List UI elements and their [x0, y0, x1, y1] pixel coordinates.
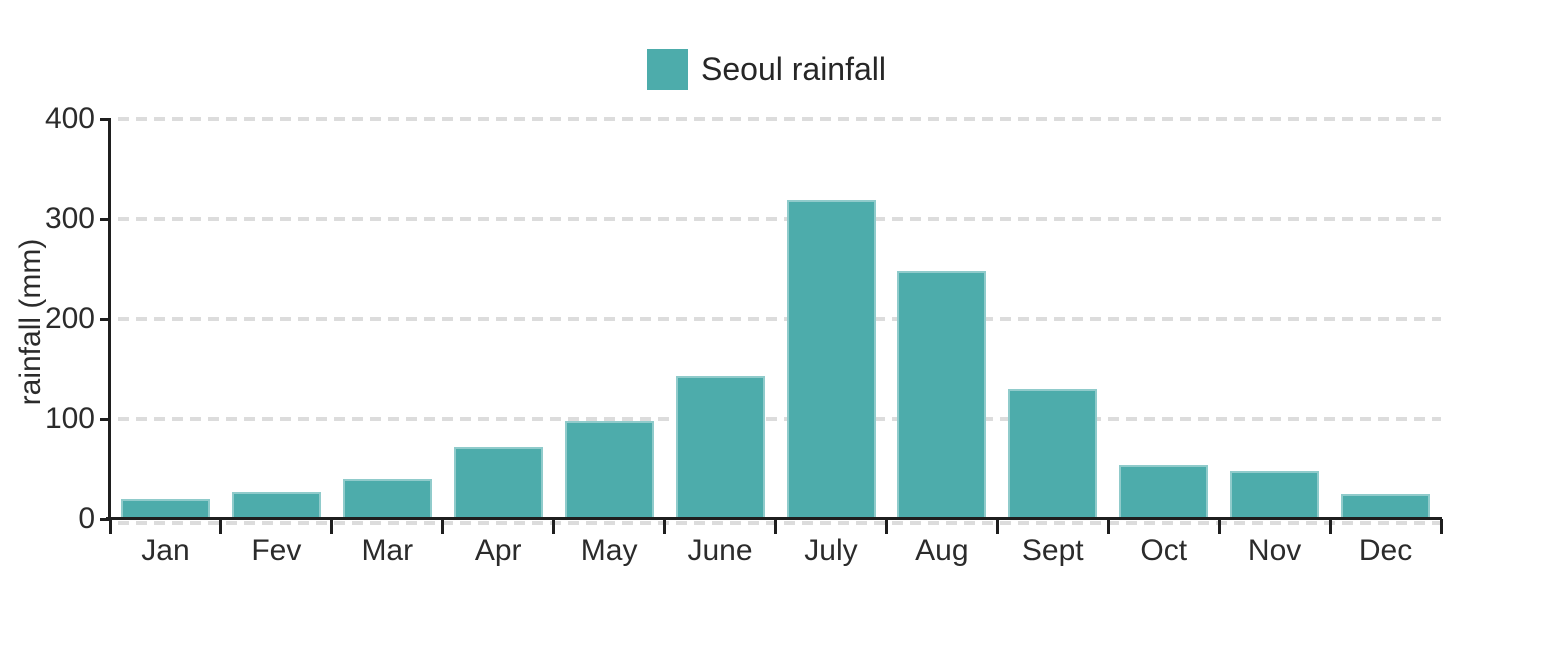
legend[interactable]: Seoul rainfall [647, 49, 886, 90]
y-tick-label-100: 100 [44, 402, 95, 435]
gridline-100 [118, 417, 1441, 421]
x-label-jan: Jan [141, 534, 190, 567]
bar-mar[interactable] [342, 479, 432, 519]
x-label-july: July [804, 534, 858, 567]
x-tick [774, 519, 777, 534]
x-tick [1439, 519, 1443, 534]
bar-jan[interactable] [121, 499, 210, 519]
gridline-400 [118, 117, 1441, 121]
x-label-fev: Fev [251, 534, 302, 567]
x-tick [441, 519, 445, 534]
bar-oct[interactable] [1119, 465, 1209, 519]
x-tick [995, 519, 999, 534]
y-tick-label-0: 0 [78, 502, 95, 535]
x-tick [108, 519, 112, 534]
x-label-apr: Apr [474, 534, 522, 567]
y-tick-200 [100, 317, 111, 321]
bar-apr[interactable] [453, 447, 543, 519]
y-tick-400 [100, 117, 111, 121]
bar-aug[interactable] [897, 271, 987, 519]
legend-swatch-icon [647, 49, 688, 90]
plot-area [108, 117, 1443, 534]
y-tick-300 [100, 217, 111, 221]
bar-june[interactable] [675, 376, 765, 519]
y-tick-0 [100, 517, 111, 521]
gridline-300 [118, 217, 1441, 221]
y-tick-label-200: 200 [44, 302, 95, 335]
gridline-0 [118, 521, 1441, 525]
x-tick [1217, 519, 1221, 534]
gridline-200 [118, 317, 1441, 321]
x-tick [884, 519, 888, 534]
x-label-oct: Oct [1140, 534, 1188, 567]
x-tick [219, 519, 223, 534]
bar-sept[interactable] [1008, 389, 1098, 519]
bar-fev[interactable] [231, 492, 321, 519]
x-tick [552, 519, 556, 534]
x-label-may: May [580, 534, 638, 567]
x-tick [663, 519, 667, 534]
x-label-aug: Aug [915, 534, 969, 567]
bar-july[interactable] [786, 200, 876, 519]
x-label-june: June [687, 534, 753, 567]
y-tick-label-300: 300 [44, 202, 95, 235]
legend-label: Seoul rainfall [701, 51, 886, 87]
y-tick-100 [100, 417, 111, 421]
x-label-dec: Dec [1358, 534, 1413, 567]
bar-dec[interactable] [1341, 494, 1431, 519]
x-label-mar: Mar [361, 534, 414, 567]
x-label-nov: Nov [1247, 534, 1302, 567]
x-tick [330, 519, 334, 534]
y-tick-label-400: 400 [44, 102, 95, 135]
x-label-sept: Sept [1021, 534, 1084, 567]
bar-may[interactable] [564, 421, 654, 519]
x-tick [1328, 519, 1332, 534]
bar-nov[interactable] [1230, 471, 1320, 519]
x-tick [1106, 519, 1110, 534]
x-axis-line [106, 517, 1442, 520]
